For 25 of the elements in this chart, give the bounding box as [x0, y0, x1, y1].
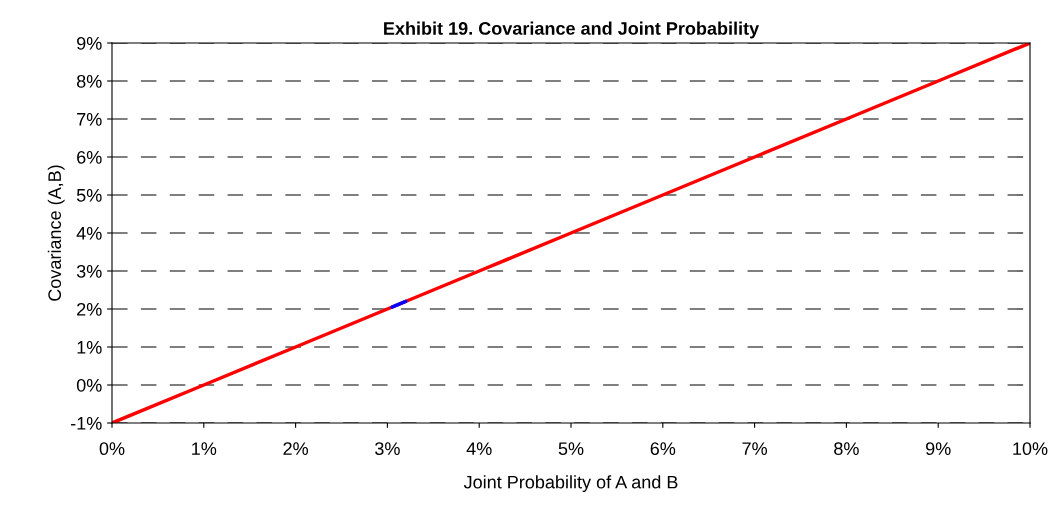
x-tick-label: 5% [558, 442, 584, 456]
y-tick-label: 1% [77, 341, 102, 354]
x-tick-label: 2% [283, 442, 309, 455]
y-tick-label: 6% [77, 150, 102, 164]
y-tick-label: 0% [76, 378, 102, 392]
y-tick-label: 4% [76, 227, 102, 240]
y-tick-label: 8% [76, 74, 102, 88]
x-tick-label: 10% [1013, 442, 1048, 456]
y-tick-label: 2% [77, 302, 102, 316]
x-tick-label: 3% [375, 442, 400, 456]
y-tick-label: 9% [77, 36, 102, 50]
x-tick-label: 8% [834, 442, 859, 456]
y-tick-label: -1% [70, 417, 102, 430]
y-axis-title: Covariance (A,B) [47, 165, 65, 301]
x-tick-label: 1% [192, 442, 217, 455]
y-tick-label: 3% [76, 264, 102, 278]
x-tick-label: 0% [99, 442, 125, 456]
y-tick-label: 7% [77, 113, 102, 126]
x-axis-title: Joint Probability of A and B [463, 475, 678, 493]
x-tick-label: 7% [742, 442, 768, 455]
x-tick-label: 4% [466, 442, 492, 455]
x-tick-label: 6% [650, 442, 676, 456]
y-tick-label: 5% [76, 189, 102, 202]
x-tick-label: 9% [926, 442, 951, 456]
chart-title: Exhibit 19. Covariance and Joint Probability [384, 21, 760, 39]
